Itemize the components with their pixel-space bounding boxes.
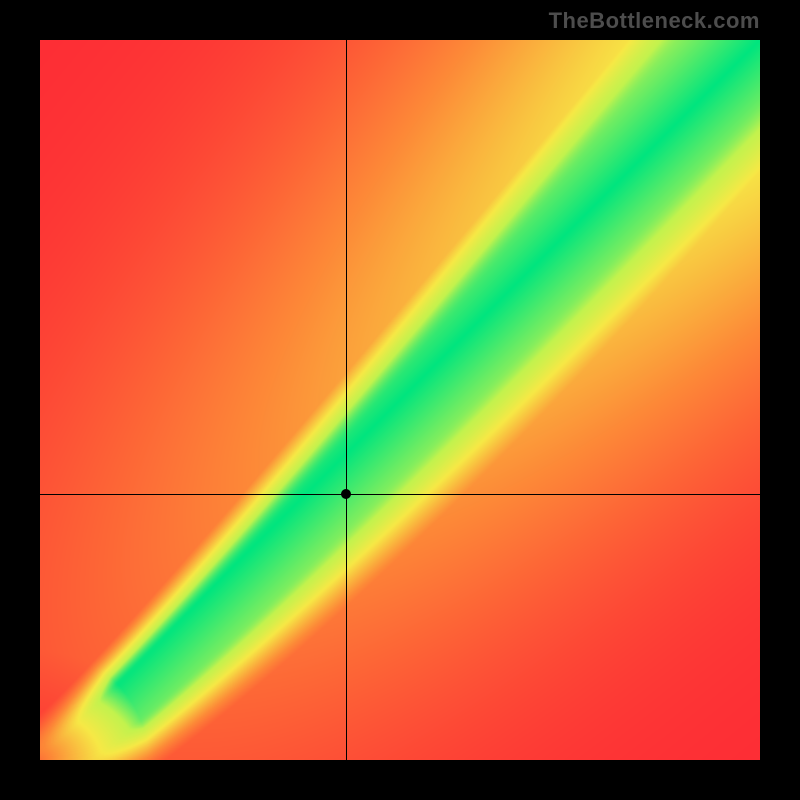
heatmap-canvas [40, 40, 760, 760]
crosshair-vertical [346, 40, 347, 760]
crosshair-horizontal [40, 494, 760, 495]
heatmap-plot [40, 40, 760, 760]
watermark-text: TheBottleneck.com [549, 8, 760, 34]
selected-point-marker [341, 489, 351, 499]
